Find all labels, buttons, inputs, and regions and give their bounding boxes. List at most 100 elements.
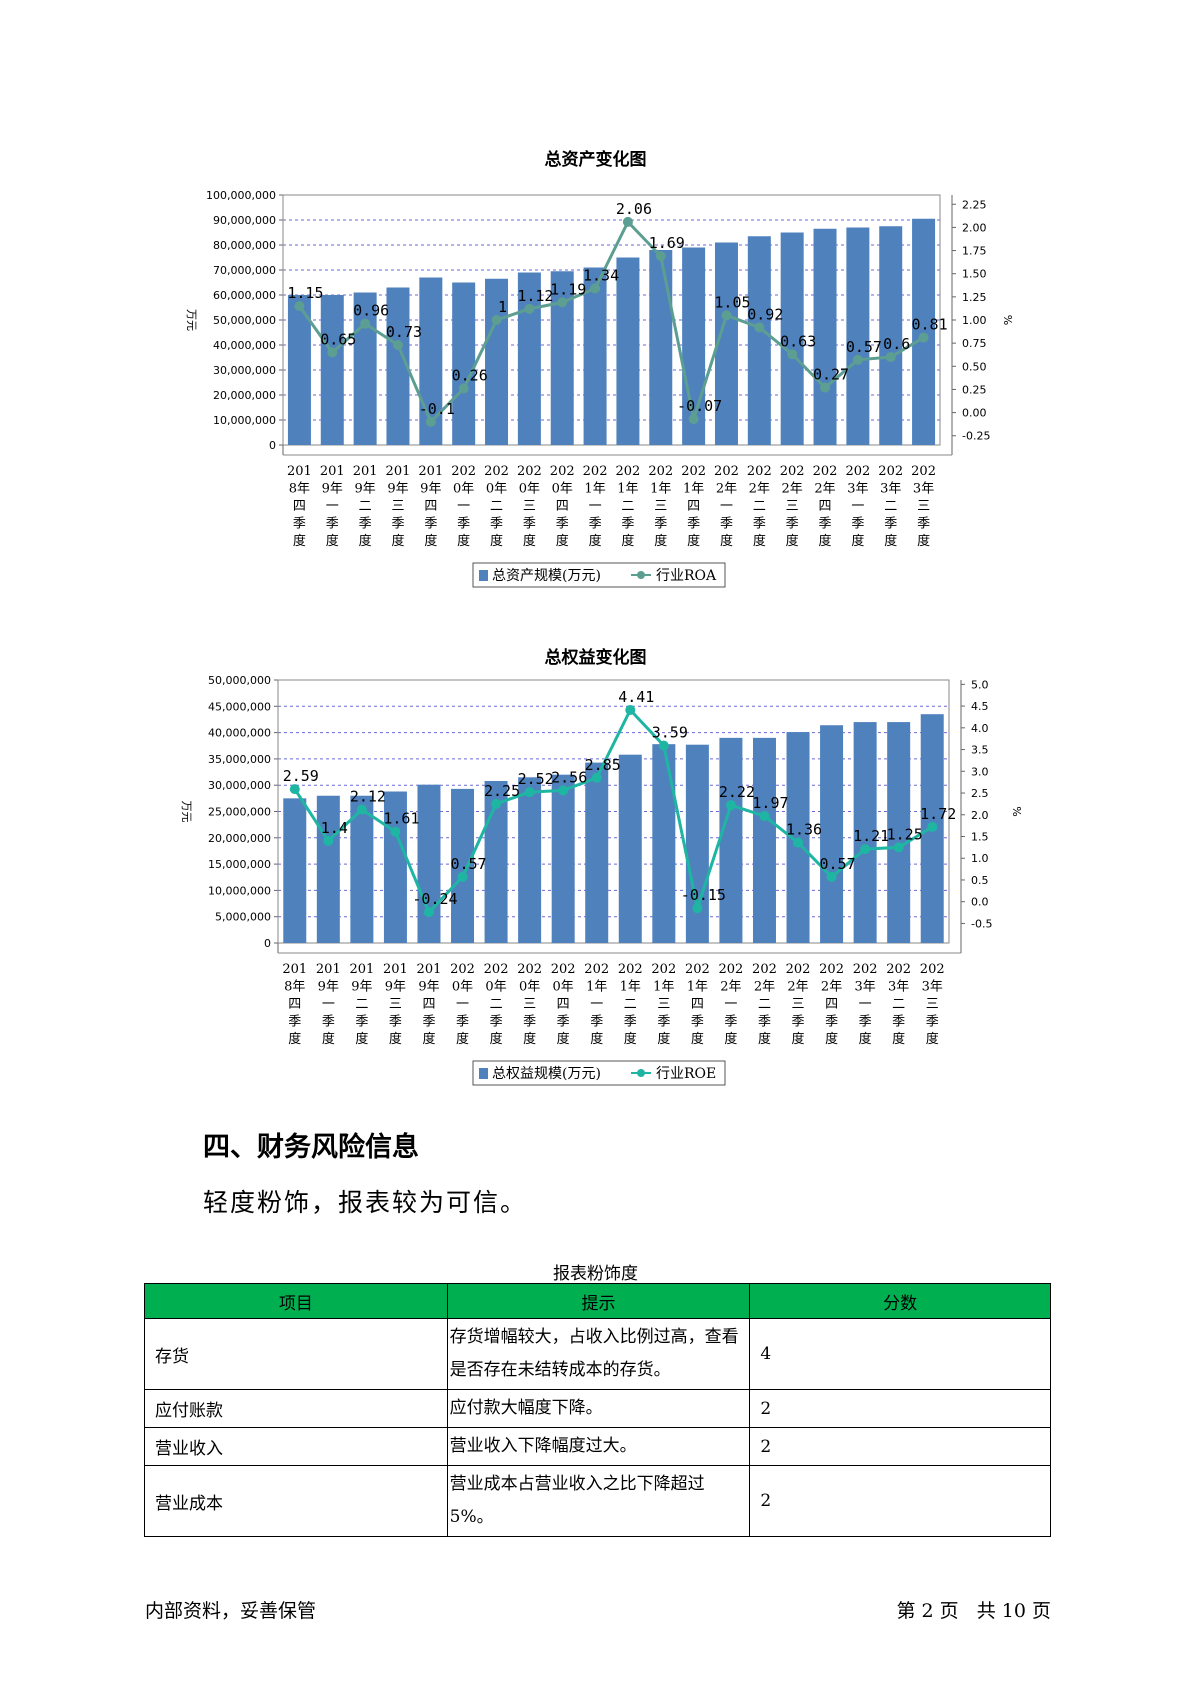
x-tick-label: 2年 [782, 482, 803, 497]
x-tick-label: 202 [648, 464, 673, 479]
table-row: 营业成本 营业成本占营业收入之比下降超过5%。 2 [144, 1465, 1051, 1537]
x-tick-label: 季 [457, 517, 470, 532]
x-tick-label: 201 [282, 962, 307, 977]
data-label: 3.59 [652, 724, 688, 742]
x-tick-label: 202 [813, 464, 838, 479]
x-tick-label: 3年 [847, 482, 868, 497]
x-tick-label: 0年 [553, 980, 574, 995]
x-tick-label: 二 [490, 997, 503, 1012]
y2-tick-label: -0.5 [971, 917, 992, 930]
table-row: 应付账款 应付款大幅度下降。 2 [144, 1389, 1051, 1428]
x-tick-label: 202 [484, 464, 509, 479]
y2-tick-label: -0.25 [962, 430, 990, 443]
y2-tick-label: 3.0 [971, 765, 989, 778]
bar [452, 282, 476, 445]
x-tick-label: 季 [556, 517, 569, 532]
x-tick-label: 度 [490, 533, 503, 549]
y-axis-label: 万元 [185, 309, 198, 331]
data-label: 2.22 [719, 783, 755, 801]
bar [517, 272, 541, 445]
y-tick-label: 0 [264, 937, 271, 950]
x-tick-label: 度 [590, 1031, 603, 1047]
bar [316, 795, 340, 943]
footer-confidential: 内部资料，妥善保管 [145, 1600, 317, 1622]
x-tick-label: 季 [657, 1015, 670, 1030]
y2-tick-label: 1.50 [962, 268, 987, 281]
x-tick-label: 度 [490, 1031, 503, 1047]
x-tick-label: 202 [517, 962, 542, 977]
row-score: 4 [749, 1318, 1051, 1390]
data-label: 1 [498, 298, 507, 316]
x-tick-label: 1年 [620, 980, 641, 995]
x-tick-label: 度 [687, 533, 700, 549]
line-series [298, 219, 925, 426]
y-tick-label: 40,000,000 [208, 727, 271, 740]
x-tick-label: 度 [589, 533, 602, 549]
bar [649, 250, 673, 445]
x-tick-label: 9年 [420, 482, 441, 497]
line-point [658, 740, 669, 751]
x-tick-label: 2年 [720, 980, 741, 995]
x-tick-label: 季 [917, 517, 930, 532]
line-point [759, 811, 770, 822]
legend-bar-swatch [479, 1068, 488, 1079]
x-tick-label: 三 [917, 499, 930, 514]
x-tick-label: 季 [825, 1015, 838, 1030]
x-tick-label: 季 [758, 1015, 771, 1030]
x-tick-label: 1年 [653, 980, 674, 995]
bar [786, 732, 810, 943]
data-label: 1.12 [517, 287, 553, 305]
x-tick-label: 9年 [354, 482, 375, 497]
y2-axis-label: % [1010, 806, 1023, 816]
row-score: 2 [749, 1465, 1051, 1537]
data-label: -0.15 [681, 886, 726, 904]
x-tick-label: 202 [714, 464, 739, 479]
x-tick-label: 202 [853, 962, 878, 977]
x-tick-label: 季 [590, 1015, 603, 1030]
total-assets-chart: 100,000,000 90,000,000 80,000,000 70,000,00… [185, 189, 1014, 588]
x-tick-label: 9年 [322, 482, 343, 497]
y2-tick-label: 2.5 [971, 787, 989, 800]
data-label: 1.97 [752, 794, 788, 812]
x-tick-label: 202 [886, 962, 911, 977]
x-tick-label: 202 [551, 962, 576, 977]
x-tick-label: 202 [651, 962, 676, 977]
row-tip: 营业成本占营业收入之比下降超过5%。 [446, 1465, 751, 1537]
x-tick-label: 202 [616, 464, 641, 479]
x-tick-label: 202 [618, 962, 643, 977]
data-label: -0.24 [412, 890, 457, 908]
y-tick-label: 30,000,000 [208, 779, 271, 792]
line-point [360, 318, 371, 329]
x-tick-label: 三 [391, 499, 404, 514]
x-tick-label: 1年 [584, 482, 605, 497]
y-tick-label: 100,000,000 [206, 189, 276, 202]
x-tick-label: 季 [355, 1015, 368, 1030]
line-point [927, 821, 938, 832]
x-tick-label: 202 [583, 464, 608, 479]
legend-bar-label: 总资产规模(万元) [492, 568, 601, 584]
x-tick-label: 三 [523, 997, 536, 1012]
bar [287, 295, 311, 445]
y2-axis-label: % [1001, 315, 1014, 325]
line-point [491, 315, 502, 325]
x-tick-label: 度 [724, 1031, 737, 1047]
x-tick-label: 度 [391, 533, 404, 549]
table-row: 存货 存货增幅较大，占收入比例过高，查看是否存在未结转成本的存货。 4 [144, 1318, 1051, 1390]
x-tick-label: 度 [792, 1031, 805, 1047]
x-tick-label: 一 [457, 499, 470, 514]
data-label: 0.63 [780, 332, 816, 350]
x-tick-label: 四 [293, 499, 306, 514]
y-tick-label: 20,000,000 [208, 832, 271, 845]
bar [417, 784, 441, 943]
x-tick-label: 201 [353, 464, 378, 479]
data-label: 0.57 [820, 855, 856, 873]
x-tick-label: 三 [657, 997, 670, 1012]
data-label: 0.81 [912, 316, 948, 334]
line-point [793, 837, 804, 848]
x-tick-label: 季 [691, 1015, 704, 1030]
x-tick-label: 季 [926, 1015, 939, 1030]
x-tick-label: 201 [418, 464, 443, 479]
bar [652, 744, 676, 943]
bar [451, 788, 475, 943]
bar [616, 257, 640, 445]
